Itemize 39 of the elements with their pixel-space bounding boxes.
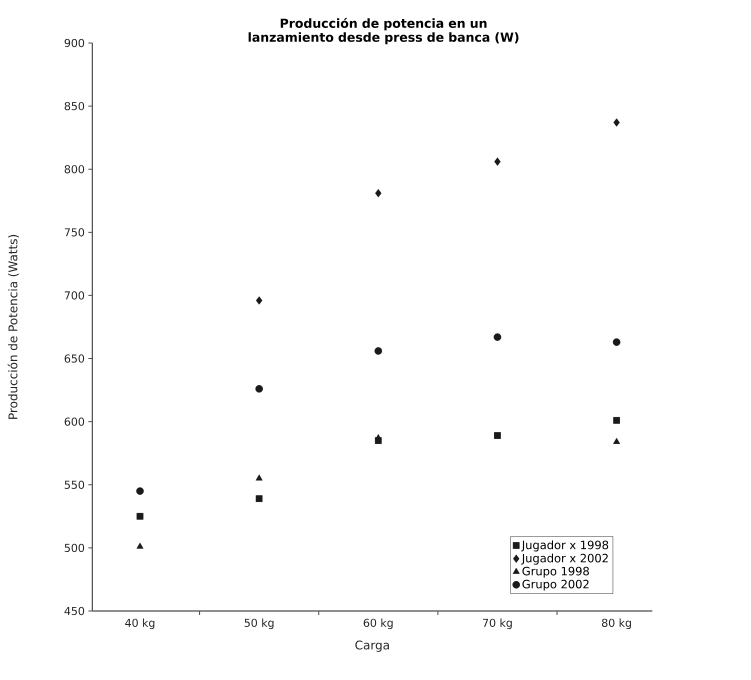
point — [136, 512, 144, 520]
point — [374, 347, 382, 355]
y-tick-label: 650 — [64, 354, 84, 363]
point — [494, 432, 501, 439]
legend-label: Jugador x 1998 — [521, 540, 608, 552]
y-tick-label: 900 — [64, 38, 84, 48]
point — [255, 385, 263, 393]
y-tick-label: 550 — [64, 480, 84, 489]
x-axis-title: Carga — [355, 640, 389, 652]
point — [256, 474, 263, 481]
y-tick-label: 800 — [64, 165, 84, 174]
point — [256, 495, 263, 502]
y-tick-label: 850 — [64, 102, 84, 110]
x-tick-label: 70 kg — [482, 618, 512, 630]
point — [136, 542, 144, 549]
chart-title: Producción de potencia en un lanzamiento desde press de banca (W) — [248, 18, 518, 44]
point — [612, 338, 620, 346]
legend-label: Grupo 1998 — [522, 566, 589, 578]
point — [256, 296, 262, 305]
point — [494, 157, 501, 166]
legend-label: Grupo 2002 — [522, 580, 589, 591]
x-tick-label: 40 kg — [125, 618, 154, 630]
x-tick-label: 80 kg — [602, 618, 631, 630]
y-tick-label: 450 — [64, 606, 84, 616]
point — [494, 333, 502, 341]
point — [374, 434, 382, 440]
y-tick-label: 750 — [64, 228, 84, 236]
point — [136, 487, 144, 495]
x-tick-label: 50 kg — [244, 618, 274, 630]
legend-label: Jugador x 2002 — [521, 554, 608, 565]
y-tick-label: 500 — [64, 544, 84, 552]
point — [375, 189, 382, 198]
point — [613, 438, 620, 444]
point — [613, 118, 620, 127]
y-tick-label: 600 — [64, 418, 84, 426]
y-tick-label: 700 — [64, 291, 84, 300]
x-tick-label: 60 kg — [364, 618, 393, 630]
point — [613, 417, 620, 424]
y-axis-title: Producción de Potencia (Watts) — [8, 234, 19, 419]
